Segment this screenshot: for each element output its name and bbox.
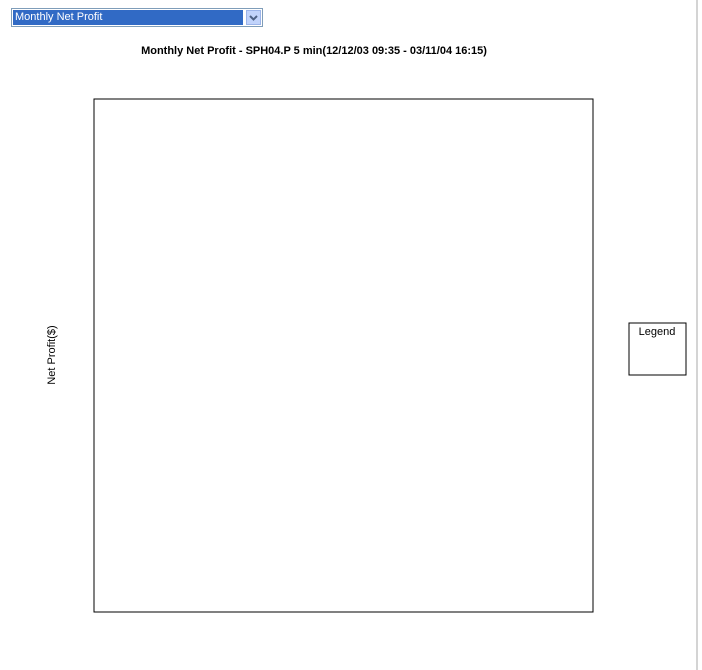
legend-box — [628, 322, 687, 376]
selected-option[interactable]: Monthly Net Profit — [13, 10, 243, 25]
dropdown-button[interactable]: 01000200030004000500012/031/042/043/04Pr… — [246, 10, 702, 645]
legend-title: Legend — [639, 326, 676, 338]
plot-frame — [93, 98, 594, 613]
y-axis-label: Net Profit($) — [46, 325, 58, 384]
chart-selector[interactable]: Monthly Net Profit 010002000300040005000… — [11, 8, 702, 645]
dropdown-arrow: 01000200030004000500012/031/042/043/04Pr… — [249, 15, 702, 645]
chart-title: Monthly Net Profit - SPH04.P 5 min(12/12… — [141, 45, 487, 57]
